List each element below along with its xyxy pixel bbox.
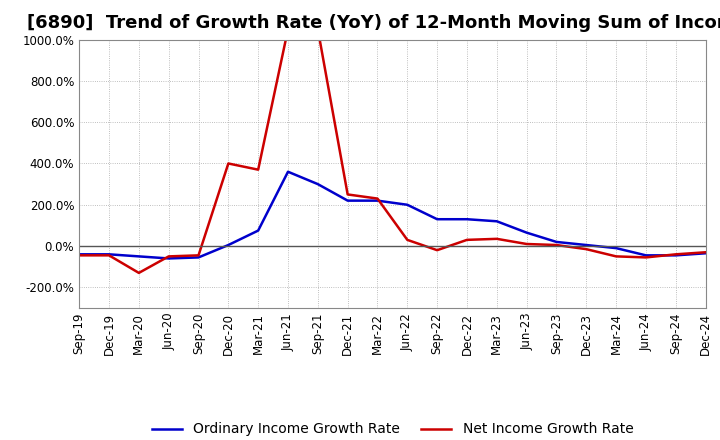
Ordinary Income Growth Rate xyxy=(672,253,680,258)
Net Income Growth Rate xyxy=(433,248,441,253)
Line: Ordinary Income Growth Rate: Ordinary Income Growth Rate xyxy=(79,172,706,258)
Net Income Growth Rate xyxy=(313,27,322,32)
Ordinary Income Growth Rate xyxy=(135,254,143,259)
Ordinary Income Growth Rate xyxy=(492,219,501,224)
Net Income Growth Rate xyxy=(373,196,382,201)
Net Income Growth Rate xyxy=(612,254,621,259)
Ordinary Income Growth Rate xyxy=(522,230,531,235)
Net Income Growth Rate xyxy=(522,242,531,247)
Ordinary Income Growth Rate xyxy=(612,246,621,251)
Net Income Growth Rate xyxy=(254,167,263,172)
Ordinary Income Growth Rate xyxy=(463,216,472,222)
Net Income Growth Rate xyxy=(701,249,710,255)
Ordinary Income Growth Rate xyxy=(104,252,113,257)
Net Income Growth Rate xyxy=(104,253,113,258)
Ordinary Income Growth Rate xyxy=(552,239,561,245)
Line: Net Income Growth Rate: Net Income Growth Rate xyxy=(79,29,706,273)
Net Income Growth Rate xyxy=(75,253,84,258)
Ordinary Income Growth Rate xyxy=(343,198,352,203)
Net Income Growth Rate xyxy=(135,270,143,275)
Ordinary Income Growth Rate xyxy=(224,242,233,248)
Ordinary Income Growth Rate xyxy=(433,216,441,222)
Ordinary Income Growth Rate xyxy=(403,202,412,207)
Ordinary Income Growth Rate xyxy=(582,242,590,248)
Net Income Growth Rate xyxy=(224,161,233,166)
Ordinary Income Growth Rate xyxy=(75,252,84,257)
Net Income Growth Rate xyxy=(492,236,501,242)
Net Income Growth Rate xyxy=(552,242,561,248)
Net Income Growth Rate xyxy=(642,255,650,260)
Net Income Growth Rate xyxy=(463,237,472,242)
Title: [6890]  Trend of Growth Rate (YoY) of 12-Month Moving Sum of Incomes: [6890] Trend of Growth Rate (YoY) of 12-… xyxy=(27,15,720,33)
Legend: Ordinary Income Growth Rate, Net Income Growth Rate: Ordinary Income Growth Rate, Net Income … xyxy=(146,417,639,440)
Ordinary Income Growth Rate xyxy=(164,256,173,261)
Ordinary Income Growth Rate xyxy=(373,198,382,203)
Net Income Growth Rate xyxy=(403,237,412,242)
Ordinary Income Growth Rate xyxy=(642,253,650,258)
Net Income Growth Rate xyxy=(672,252,680,257)
Net Income Growth Rate xyxy=(164,254,173,259)
Net Income Growth Rate xyxy=(582,246,590,252)
Ordinary Income Growth Rate xyxy=(254,228,263,233)
Ordinary Income Growth Rate xyxy=(194,255,203,260)
Ordinary Income Growth Rate xyxy=(313,181,322,187)
Ordinary Income Growth Rate xyxy=(284,169,292,174)
Ordinary Income Growth Rate xyxy=(701,251,710,256)
Net Income Growth Rate xyxy=(284,27,292,32)
Net Income Growth Rate xyxy=(343,192,352,197)
Net Income Growth Rate xyxy=(194,253,203,258)
